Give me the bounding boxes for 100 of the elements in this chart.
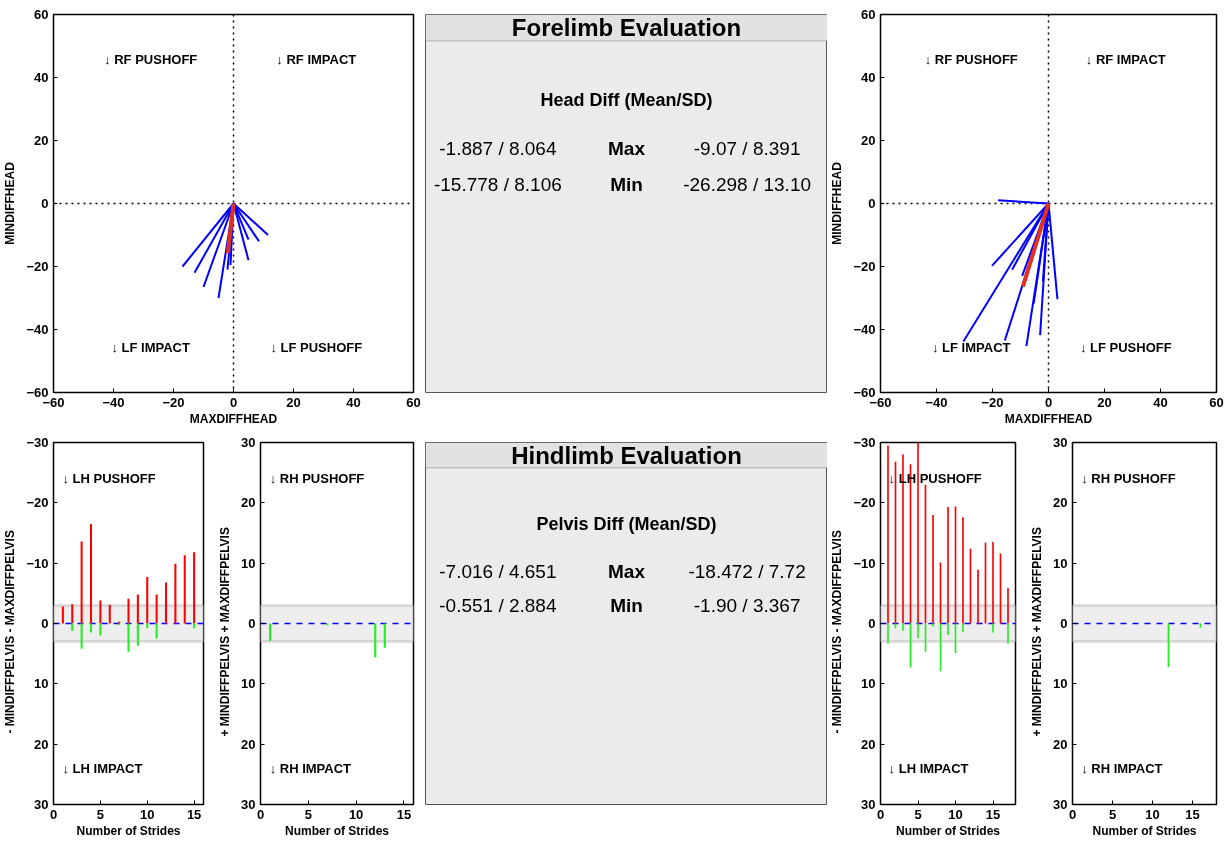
y-tick-label: 30 bbox=[34, 797, 49, 812]
x-tick-label: 20 bbox=[286, 394, 301, 410]
y-tick-label: 10 bbox=[241, 676, 256, 692]
x-tick-label: 0 bbox=[229, 394, 238, 410]
annotation: ↓ LH IMPACT bbox=[62, 760, 143, 776]
y-tick-label: 40 bbox=[34, 70, 49, 85]
text: Hindlimb Evaluation bbox=[511, 441, 742, 469]
x-axis-title: Number of Strides bbox=[284, 823, 390, 838]
y-tick-label: −20 bbox=[853, 495, 876, 511]
text: -0.551 / 2.884 bbox=[439, 594, 557, 616]
text: Head Diff (Mean/SD) bbox=[540, 89, 713, 110]
x-tick-label: 10 bbox=[348, 806, 364, 822]
y-tick-label: 20 bbox=[241, 495, 256, 511]
annotation: ↓ RF PUSHOFF bbox=[924, 52, 1018, 68]
annotation: ↓ LF PUSHOFF bbox=[1079, 339, 1172, 355]
y-tick-label: 20 bbox=[34, 133, 49, 148]
x-tick-label: 60 bbox=[406, 394, 421, 410]
x-tick-label: 15 bbox=[396, 806, 412, 822]
y-tick-label: 0 bbox=[41, 196, 49, 211]
annotation: ↓ RF PUSHOFF bbox=[104, 52, 198, 68]
y-tick-label: −20 bbox=[26, 495, 49, 511]
annotation: ↓ LF PUSHOFF bbox=[270, 339, 363, 355]
x-tick-label: −20 bbox=[981, 394, 1004, 410]
y-tick-label: 20 bbox=[1053, 736, 1068, 752]
text: Max bbox=[608, 138, 646, 160]
y-axis-title: - MINDIFFPELVIS - MAXDIFFPELVIS bbox=[3, 530, 18, 734]
x-tick-label: −40 bbox=[925, 394, 948, 410]
y-tick-label: 10 bbox=[34, 676, 49, 692]
text: -15.778 / 8.106 bbox=[433, 174, 562, 196]
text: -1.90 / 3.367 bbox=[693, 594, 801, 616]
y-axis-title: + MINDIFFPELVIS + MAXDIFFPELVIS bbox=[218, 527, 233, 737]
y-tick-label: 10 bbox=[1053, 676, 1068, 692]
y-tick-label: 60 bbox=[861, 7, 876, 22]
annotation: ↓ LH IMPACT bbox=[888, 760, 969, 776]
y-tick-label: 20 bbox=[34, 736, 49, 752]
x-tick-label: 40 bbox=[1153, 394, 1168, 410]
y-tick-label: 40 bbox=[861, 70, 876, 85]
y-tick-label: 20 bbox=[241, 736, 256, 752]
x-tick-label: 10 bbox=[948, 806, 963, 822]
y-tick-label: −40 bbox=[853, 322, 876, 337]
y-tick-label: −40 bbox=[26, 322, 49, 337]
y-tick-label: 10 bbox=[861, 676, 876, 692]
y-tick-label: 30 bbox=[1053, 435, 1068, 450]
annotation: ↓ RH IMPACT bbox=[1081, 760, 1163, 776]
y-tick-label: 30 bbox=[861, 797, 876, 812]
x-tick-label: 20 bbox=[1097, 394, 1112, 410]
x-axis-title: Number of Strides bbox=[76, 823, 181, 838]
y-tick-label: 0 bbox=[1060, 616, 1068, 631]
x-axis-title: Number of Strides bbox=[895, 823, 1001, 838]
x-tick-label: 5 bbox=[96, 806, 104, 822]
y-tick-label: 30 bbox=[1053, 797, 1068, 812]
x-tick-label: 15 bbox=[186, 806, 202, 822]
y-tick-label: 30 bbox=[241, 797, 256, 812]
annotation: ↓ LF IMPACT bbox=[931, 339, 1011, 355]
y-tick-label: −10 bbox=[26, 555, 49, 571]
x-axis-title: MAXDIFFHEAD bbox=[189, 411, 278, 426]
y-tick-label: −30 bbox=[853, 435, 876, 450]
x-tick-label: 15 bbox=[1185, 806, 1200, 822]
text: Min bbox=[610, 174, 643, 196]
y-tick-label: 10 bbox=[241, 555, 256, 571]
y-axis-title: + MINDIFFPELVIS + MAXDIFFPELVIS bbox=[1030, 527, 1045, 737]
x-tick-label: 60 bbox=[1209, 394, 1224, 410]
x-tick-label: 40 bbox=[346, 394, 361, 410]
text: Max bbox=[608, 560, 646, 582]
x-tick-label: −20 bbox=[162, 394, 185, 410]
text: -9.07 / 8.391 bbox=[693, 138, 801, 160]
annotation: ↓ RF IMPACT bbox=[276, 52, 357, 68]
y-tick-label: −10 bbox=[853, 555, 876, 571]
y-tick-label: 10 bbox=[1053, 555, 1068, 571]
annotation: ↓ RF IMPACT bbox=[1085, 52, 1166, 68]
text: Pelvis Diff (Mean/SD) bbox=[536, 513, 717, 534]
annotation: ↓ RH PUSHOFF bbox=[1081, 471, 1176, 487]
y-tick-label: 0 bbox=[868, 196, 876, 211]
text: Min bbox=[610, 594, 643, 616]
y-axis-title: MINDIFFHEAD bbox=[830, 161, 845, 245]
x-tick-label: 5 bbox=[1108, 806, 1117, 822]
x-tick-label: 15 bbox=[985, 806, 1001, 822]
text: -1.887 / 8.064 bbox=[439, 138, 557, 160]
annotation: ↓ RH IMPACT bbox=[269, 760, 352, 776]
y-axis-title: - MINDIFFPELVIS - MAXDIFFPELVIS bbox=[830, 530, 845, 734]
y-tick-label: 60 bbox=[34, 7, 49, 22]
x-axis-title: Number of Strides bbox=[1092, 823, 1197, 838]
annotation: ↓ LF IMPACT bbox=[111, 339, 190, 355]
y-tick-label: 0 bbox=[248, 616, 256, 631]
text: -26.298 / 13.10 bbox=[683, 174, 812, 196]
x-tick-label: 5 bbox=[304, 806, 312, 822]
x-tick-label: 5 bbox=[914, 806, 922, 822]
y-tick-label: 0 bbox=[41, 616, 49, 631]
y-tick-label: −20 bbox=[853, 259, 876, 274]
y-tick-label: 0 bbox=[868, 616, 876, 631]
x-axis-title: MAXDIFFHEAD bbox=[1004, 411, 1093, 426]
x-tick-label: 10 bbox=[140, 806, 155, 822]
y-tick-label: 20 bbox=[861, 736, 876, 752]
y-tick-label: 20 bbox=[1053, 495, 1068, 511]
annotation: ↓ LH PUSHOFF bbox=[62, 471, 156, 487]
text: Forelimb Evaluation bbox=[511, 14, 742, 42]
y-axis-title: MINDIFFHEAD bbox=[3, 161, 18, 245]
y-tick-label: −20 bbox=[26, 259, 49, 274]
x-tick-label: 10 bbox=[1145, 806, 1160, 822]
y-tick-label: −30 bbox=[26, 435, 49, 450]
